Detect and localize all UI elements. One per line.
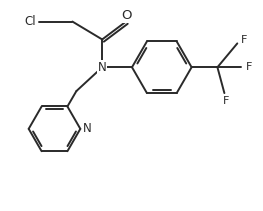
Text: F: F [223, 96, 230, 106]
Text: F: F [241, 35, 247, 45]
Text: N: N [83, 122, 92, 135]
Text: O: O [121, 9, 131, 22]
Text: F: F [246, 62, 252, 72]
Text: Cl: Cl [25, 15, 37, 28]
Text: N: N [98, 61, 107, 74]
